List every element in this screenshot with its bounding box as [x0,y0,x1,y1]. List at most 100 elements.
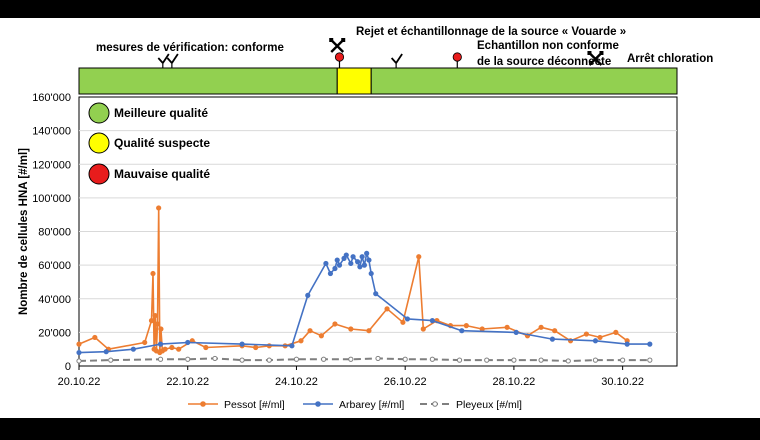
tools-crossed-icon-head [329,38,334,42]
data-point-1 [152,312,158,319]
data-point-3 [565,358,571,364]
data-point-1 [420,326,426,332]
x-tick-label: 22.10.22 [166,376,209,388]
data-point-2 [103,349,109,355]
data-point-2 [355,259,361,265]
check-icon [166,53,179,65]
annotation-text: de la source déconnecte [477,56,611,68]
data-point-1 [253,344,259,351]
legend-label: Pessot [#/ml] [224,399,285,411]
check-icon [157,53,170,65]
data-point-2 [332,265,338,272]
legend-marker [432,401,438,407]
data-point-1 [203,344,209,351]
annotation-text: mesures de vérification: conforme [96,42,284,54]
data-point-1 [148,318,155,324]
legend-label: Arbarey [#/ml] [339,399,404,411]
data-point-1 [298,338,304,344]
x-tick-label: 30.10.22 [601,376,644,388]
data-point-1 [154,321,161,327]
tools-crossed-icon-head [587,51,592,55]
data-point-1 [400,319,406,325]
data-point-2 [157,341,164,347]
data-point-2 [404,316,411,322]
data-point-1 [538,324,544,330]
y-tick-label: 120'000 [32,159,71,171]
y-tick-label: 20'000 [38,327,71,339]
data-point-2 [289,343,295,349]
y-tick-label: 0 [65,361,71,373]
quality-legend-label: Qualité suspecte [114,136,210,150]
legend-marker [315,401,321,407]
data-point-3 [293,356,300,362]
data-point-1 [176,346,182,352]
check-icon [390,53,403,65]
series-line-3 [78,357,650,362]
data-point-3 [375,355,381,362]
data-point-1 [463,323,469,329]
data-point-3 [511,357,517,363]
data-point-3 [212,355,218,362]
data-point-3 [620,357,626,363]
x-tick-label: 28.10.22 [492,376,535,388]
quality-legend-dot [88,102,110,124]
y-tick-label: 40'000 [38,294,71,306]
legend-marker [200,401,206,407]
y-axis-label: Nombre de cellules HNA [#/ml] [18,148,30,315]
data-point-1 [318,333,324,339]
data-point-1 [479,326,485,332]
data-point-2 [366,257,372,263]
y-tick-label: 60'000 [38,260,71,272]
quality-legend-label: Meilleure qualité [114,106,208,120]
data-point-2 [323,260,329,267]
data-point-3 [429,356,435,362]
data-point-2 [350,254,356,260]
data-point-3 [239,357,245,363]
data-point-2 [549,336,556,342]
data-point-3 [266,357,272,363]
y-tick-label: 160'000 [32,92,71,104]
x-tick-label: 20.10.22 [58,376,101,388]
x-tick-label: 24.10.22 [275,376,318,388]
data-point-3 [76,358,82,364]
data-point-1 [583,331,589,337]
data-point-1 [597,334,603,341]
data-point-2 [647,341,653,347]
data-point-1 [307,328,313,334]
data-point-1 [613,329,619,335]
tools-crossed-icon-head [341,38,346,42]
data-point-1 [156,205,162,211]
quality-band-segment [370,67,678,95]
data-point-1 [384,306,390,312]
data-point-2 [327,270,334,277]
data-point-1 [76,341,82,347]
data-point-3 [157,356,164,362]
data-point-1 [416,254,422,260]
data-point-2 [305,292,311,298]
data-point-2 [513,329,519,335]
data-point-2 [361,262,368,268]
data-point-2 [357,264,363,270]
data-point-2 [336,262,343,268]
data-point-1 [92,334,98,341]
data-point-2 [364,250,370,256]
data-point-2 [624,341,630,347]
data-point-2 [592,338,599,344]
quality-band-segment [336,67,372,95]
data-point-3 [538,357,544,363]
red-dot-icon [334,52,345,62]
data-point-1 [150,270,156,277]
annotation-text: Echantillon non conforme [477,40,619,52]
legend-label: Pleyeux [#/ml] [456,399,522,411]
y-tick-label: 100'000 [32,193,71,205]
data-point-1 [162,346,168,352]
data-point-2 [348,260,354,267]
data-point-2 [239,341,245,347]
data-point-3 [108,357,114,363]
data-point-2 [343,252,349,258]
x-tick-label: 26.10.22 [384,376,427,388]
data-point-2 [368,270,374,277]
data-point-2 [185,339,191,346]
data-point-2 [459,328,465,334]
